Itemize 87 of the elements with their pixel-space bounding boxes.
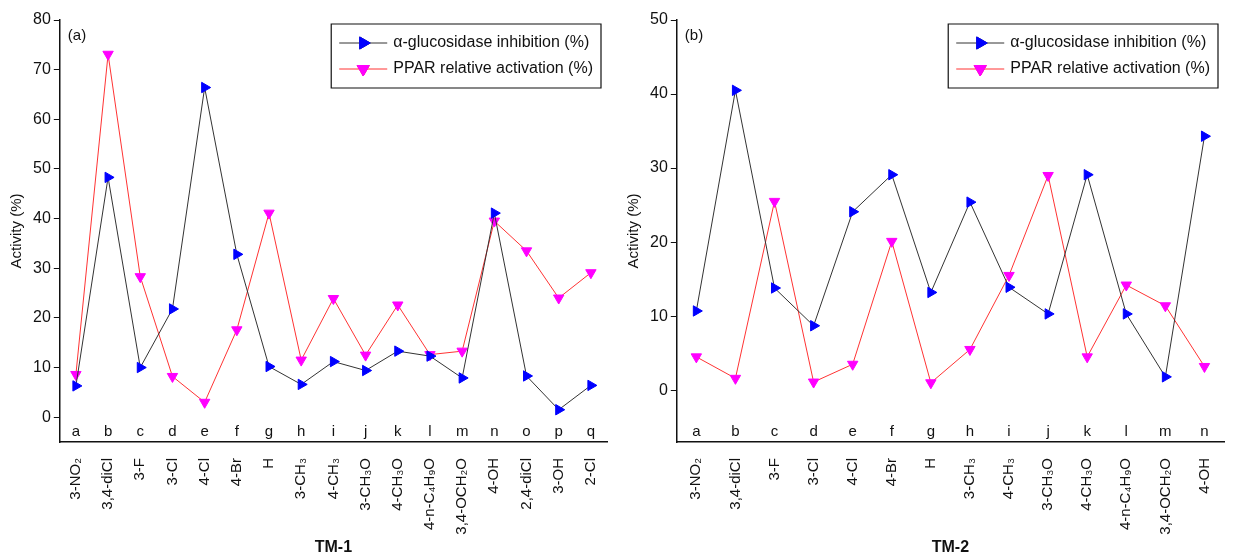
- annotation: h: [965, 421, 975, 439]
- x-tick-label: 4-CH₃: [323, 458, 341, 500]
- annotation: j: [362, 421, 368, 439]
- y-tick-label: 80: [33, 10, 51, 28]
- y-tick-label: 50: [33, 159, 51, 177]
- y-tick-label: 0: [41, 407, 51, 425]
- chart-title: (a): [67, 25, 87, 43]
- y-tick-label: 20: [33, 308, 51, 326]
- annotation: o: [522, 421, 531, 439]
- annotation: d: [809, 421, 818, 439]
- x-tick-label: 3-Cl: [803, 458, 821, 486]
- annotation: h: [297, 421, 306, 439]
- x-tick-label: 3-NO₂: [686, 457, 704, 500]
- y-tick-label: 10: [33, 357, 51, 375]
- annotation: f: [889, 421, 895, 439]
- x-tick-label: 3,4-diCl: [725, 458, 743, 510]
- y-axis-title: Activity (%): [624, 193, 642, 269]
- y-tick-label: 10: [650, 306, 668, 324]
- x-tick-label: 3-NO₂: [66, 457, 84, 500]
- y-tick-label: 60: [33, 109, 51, 127]
- annotation: g: [264, 421, 274, 439]
- annotation: l: [1124, 421, 1128, 439]
- x-tick-label: 3-F: [764, 458, 782, 481]
- x-tick-label: 4-OH: [484, 458, 502, 494]
- x-tick-label: 2-Cl: [581, 458, 599, 486]
- x-tick-label: 4-Cl: [842, 458, 860, 486]
- legend-label: PPAR relative activation (%): [1010, 59, 1211, 77]
- legend-label: α-glucosidase inhibition (%): [1010, 33, 1207, 51]
- x-tick-label: 4-OH: [1194, 458, 1212, 494]
- x-tick-label: H: [921, 458, 938, 469]
- annotation: k: [394, 421, 403, 439]
- x-tick-label: 4-n-C₄H₉O: [1116, 458, 1134, 531]
- x-tick-label: H: [259, 458, 277, 469]
- annotation: a: [71, 421, 81, 439]
- y-axis-title: Activity (%): [7, 193, 25, 269]
- x-tick-label: 4-n-C₄H₉O: [420, 458, 438, 531]
- y-tick-label: 0: [658, 380, 668, 398]
- legend-label: α-glucosidase inhibition (%): [393, 33, 590, 51]
- x-axis-title: TM-2: [931, 538, 970, 556]
- annotation: f: [234, 421, 240, 439]
- annotation: a: [692, 421, 702, 439]
- x-tick-label: 3-OH: [548, 458, 566, 494]
- annotation: k: [1083, 421, 1092, 439]
- annotation: i: [331, 421, 336, 439]
- annotation: e: [848, 421, 857, 439]
- x-tick-label: 3-CH₃: [291, 458, 309, 500]
- x-tick-label: 3-CH₃O: [355, 458, 373, 511]
- y-tick-label: 20: [650, 232, 668, 250]
- x-tick-label: 4-Cl: [194, 458, 212, 486]
- annotation: p: [554, 421, 563, 439]
- x-tick-label: 3,4-OCH₂O: [1155, 458, 1173, 535]
- annotation: l: [428, 421, 432, 439]
- x-tick-label: 4-CH₃: [999, 458, 1017, 500]
- x-tick-label: 3,4-OCH₂O: [452, 458, 470, 535]
- annotation: n: [1200, 421, 1209, 439]
- y-tick-label: 40: [33, 208, 51, 226]
- x-tick-label: 4-Br: [226, 458, 244, 487]
- x-tick-label: 3,4-diCl: [98, 458, 116, 510]
- annotation: d: [168, 421, 177, 439]
- y-tick-label: 30: [33, 258, 51, 276]
- x-tick-label: 2,4-diCl: [516, 458, 534, 510]
- annotation: n: [490, 421, 499, 439]
- x-tick-label: 3-Cl: [162, 458, 180, 486]
- y-tick-label: 70: [33, 60, 51, 78]
- chart-title: (b): [684, 25, 704, 43]
- x-tick-label: 4-CH₃O: [387, 458, 405, 511]
- annotation: c: [770, 421, 779, 439]
- annotation: g: [926, 421, 936, 439]
- y-tick-label: 40: [650, 84, 668, 102]
- annotation: e: [200, 421, 209, 439]
- legend-label: PPAR relative activation (%): [393, 59, 594, 77]
- x-tick-label: 3-F: [130, 458, 148, 481]
- annotation: j: [1045, 421, 1050, 439]
- y-tick-label: 30: [650, 158, 668, 176]
- annotation: b: [731, 421, 740, 439]
- annotation: c: [136, 421, 145, 439]
- x-tick-label: 4-Br: [881, 458, 899, 487]
- x-axis-title: TM-1: [314, 538, 353, 556]
- x-tick-label: 3-CH₃O: [1038, 458, 1056, 511]
- x-tick-label: 4-CH₃O: [1077, 458, 1095, 511]
- annotation: b: [103, 421, 113, 439]
- annotation: m: [1159, 421, 1172, 439]
- annotation: i: [1007, 421, 1011, 439]
- x-tick-label: 3-CH₃: [960, 458, 978, 500]
- annotation: m: [455, 421, 469, 439]
- y-tick-label: 50: [650, 10, 668, 28]
- annotation: q: [586, 421, 596, 439]
